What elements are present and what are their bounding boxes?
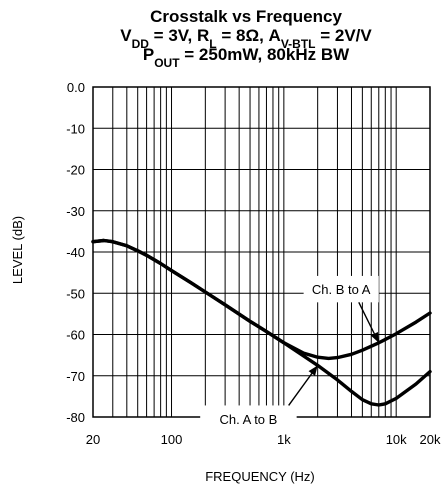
y-tick-label: -70 xyxy=(66,369,85,384)
annotation-arrow-head xyxy=(370,332,379,343)
chart-subtitle-power: POUT = 250mW, 80kHz BW xyxy=(143,45,350,70)
y-axis-label: LEVEL (dB) xyxy=(10,216,25,284)
x-tick-label: 20 xyxy=(86,432,100,447)
chart-subtitle-conditions: VDD = 3V, RL = 8Ω, AV-BTL = 2V/V xyxy=(120,26,372,51)
y-tick-label: -30 xyxy=(66,204,85,219)
annotation-arrow-head xyxy=(308,365,318,376)
y-tick-label: -20 xyxy=(66,163,85,178)
annotation-box xyxy=(303,275,379,303)
y-tick-label: -40 xyxy=(66,245,85,260)
series-line-ch-a-to-b xyxy=(91,238,432,407)
series-layer xyxy=(91,238,432,407)
annotation-box xyxy=(200,405,297,433)
annotation-label: Ch. B to A xyxy=(312,282,371,297)
y-tick-label: -50 xyxy=(66,286,85,301)
x-tick-label: 1k xyxy=(277,432,291,447)
y-tick-label: -10 xyxy=(66,121,85,136)
x-tick-label: 20k xyxy=(420,432,441,447)
y-tick-label: -80 xyxy=(66,410,85,425)
y-tick-label: -60 xyxy=(66,328,85,343)
y-tick-label: 0.0 xyxy=(67,80,85,95)
annotation-label: Ch. A to B xyxy=(220,412,278,427)
annotations: Ch. B to A Ch. A to B xyxy=(200,275,380,433)
x-tick-label: 10k xyxy=(386,432,407,447)
series-line-ch-b-to-a xyxy=(91,238,432,361)
chart-title: Crosstalk vs Frequency xyxy=(150,7,342,26)
x-axis-label: FREQUENCY (Hz) xyxy=(205,469,315,484)
x-tick-label: 100 xyxy=(161,432,183,447)
